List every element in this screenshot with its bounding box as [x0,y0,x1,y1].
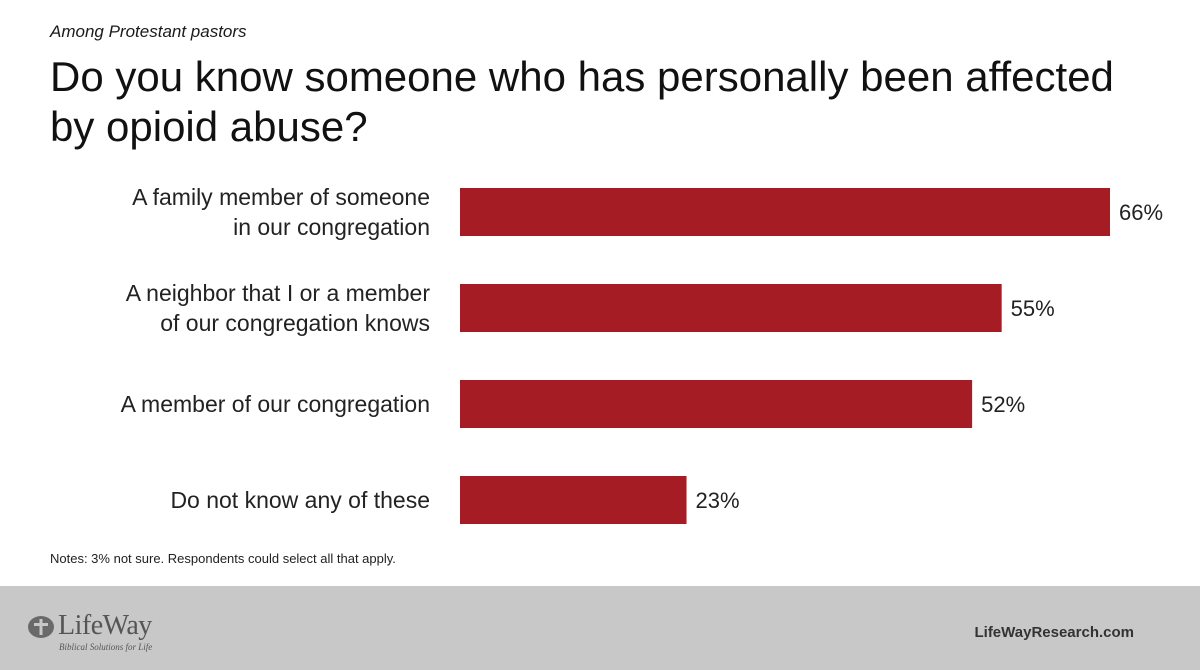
lifeway-logo: LifeWay Biblical Solutions for Life [26,608,196,658]
footer-bar: LifeWay Biblical Solutions for Life Life… [0,586,1200,670]
website-link[interactable]: LifeWayResearch.com [974,624,1134,641]
category-label-1-line-1: of our congregation knows [160,310,430,336]
logo-wordmark: LifeWay [58,610,152,641]
bar-value-label-0: 66% [1119,200,1163,225]
bar-3 [460,476,687,524]
category-label-0-line-1: in our congregation [233,214,430,240]
chart-title: Do you know someone who has personally b… [50,53,1114,150]
bar-1 [460,284,1002,332]
bar-2 [460,380,973,428]
bar-value-label-2: 52% [981,392,1025,417]
bar-0 [460,188,1110,236]
category-label-0-line-0: A family member of someone [132,184,430,210]
lifeway-logo-mark-icon [28,616,54,638]
chart-notes: Notes: 3% not sure. Respondents could se… [50,551,396,566]
bar-value-label-1: 55% [1011,296,1055,321]
chart-subtitle: Among Protestant pastors [50,22,247,41]
category-label-2-line-0: A member of our congregation [121,391,430,417]
bar-value-label-3: 23% [696,488,740,513]
category-label-1-line-0: A neighbor that I or a member [126,280,431,306]
bar-chart: 66% A family member of someone in our cong… [121,184,1163,524]
category-label-3-line-0: Do not know any of these [170,487,430,513]
logo-tagline: Biblical Solutions for Life [59,642,153,652]
